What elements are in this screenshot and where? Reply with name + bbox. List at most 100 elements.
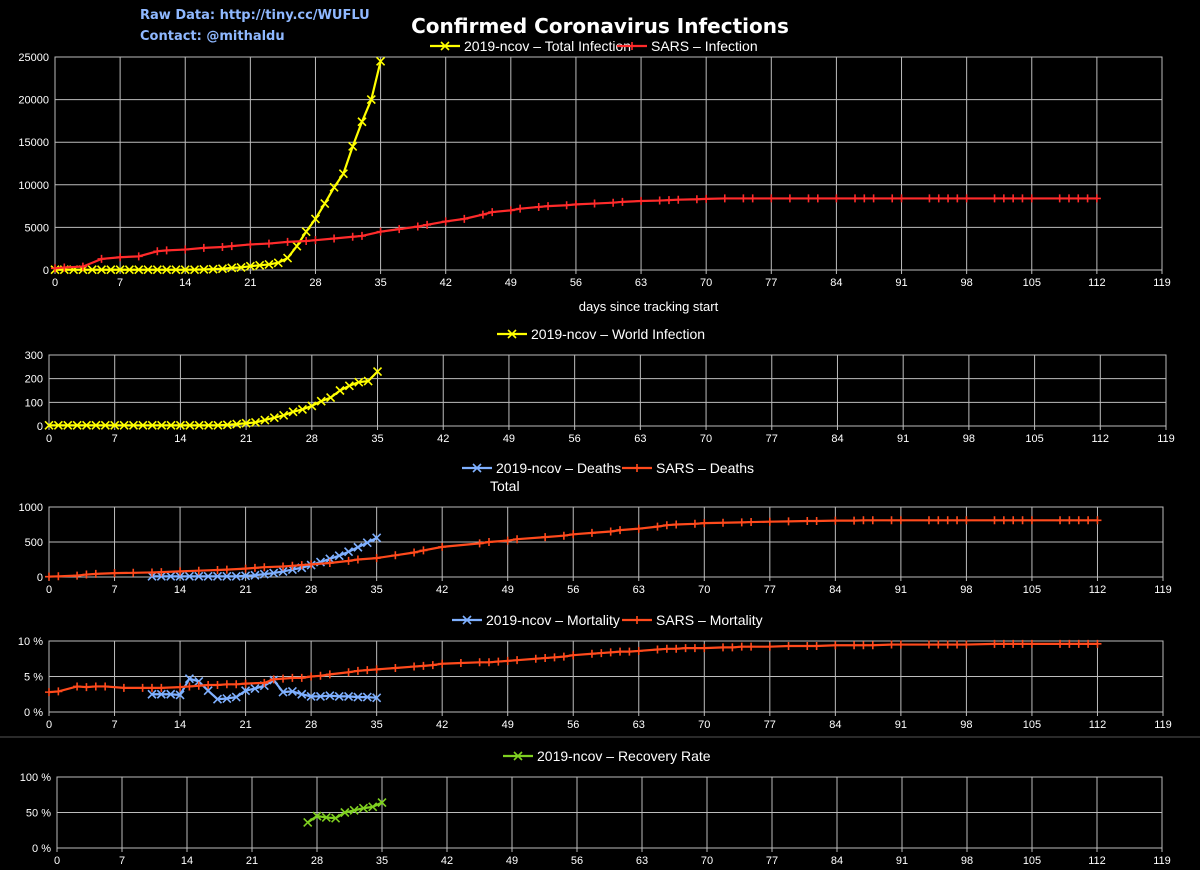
data-point: [410, 548, 419, 557]
data-point: [376, 227, 385, 236]
x-tick-label: 112: [1089, 719, 1107, 731]
data-point: [91, 420, 101, 430]
data-point: [784, 641, 793, 650]
legend-label: 2019-ncov – Deaths Total: [490, 460, 621, 494]
data-point: [859, 516, 868, 525]
data-point: [288, 561, 297, 570]
data-point: [606, 527, 615, 536]
data-point: [157, 683, 166, 692]
data-point: [832, 194, 841, 203]
data-point: [456, 659, 465, 668]
x-tick-label: 84: [829, 584, 841, 596]
data-point: [334, 551, 344, 561]
legend-label: 2019-ncov – Mortality: [486, 612, 620, 628]
data-point: [372, 554, 381, 563]
data-point: [372, 693, 382, 703]
x-tick-label: 98: [960, 584, 972, 596]
data-point: [700, 519, 709, 528]
data-point: [241, 418, 251, 428]
data-point: [326, 393, 336, 403]
data-point: [859, 641, 868, 650]
data-point: [690, 519, 699, 528]
data-point: [51, 264, 59, 273]
x-tick-label: 112: [1088, 855, 1106, 867]
data-point: [484, 538, 493, 546]
page-title: Confirmed Coronavirus Infections: [411, 14, 789, 38]
data-point: [625, 647, 634, 656]
data-point: [60, 263, 69, 272]
legend-swatch-marker: [628, 42, 636, 50]
x-tick-label: 112: [1092, 433, 1110, 445]
data-point: [171, 265, 181, 275]
data-point: [1018, 639, 1027, 648]
data-point: [531, 654, 540, 663]
data-point: [943, 640, 952, 649]
x-tick-label: 119: [1154, 584, 1172, 596]
data-point: [236, 262, 246, 273]
x-tick-label: 105: [1023, 855, 1041, 867]
data-point: [269, 568, 279, 578]
data-point: [222, 571, 232, 581]
legend-label: 2019-ncov – Recovery Rate: [537, 748, 711, 764]
data-point: [785, 194, 794, 203]
data-point: [616, 647, 625, 656]
raw-data-link[interactable]: Raw Data: http://tiny.cc/WUFLU: [140, 8, 370, 23]
data-point: [72, 420, 82, 430]
data-point: [199, 243, 208, 252]
data-point: [506, 206, 515, 215]
data-point: [54, 687, 63, 696]
data-point: [550, 653, 559, 662]
data-point: [241, 686, 251, 696]
data-point: [767, 194, 776, 203]
x-tick-label: 84: [831, 433, 843, 445]
data-point: [562, 201, 571, 210]
data-point: [245, 261, 255, 271]
data-point: [728, 643, 737, 652]
x-tick-label: 14: [181, 855, 193, 867]
y-tick-label: 50 %: [26, 808, 51, 820]
data-point: [297, 561, 306, 570]
data-point: [213, 420, 223, 430]
data-point: [250, 684, 260, 694]
data-point: [288, 673, 297, 682]
data-point: [1056, 516, 1065, 525]
x-tick-label: 21: [239, 584, 251, 596]
x-tick-label: 28: [311, 855, 323, 867]
y-tick-label: 100 %: [20, 772, 51, 784]
data-point: [812, 641, 821, 650]
legend-entry: SARS – Infection: [617, 38, 758, 54]
data-point: [516, 204, 525, 213]
legend-entry: 2019-ncov – Recovery Rate: [503, 748, 711, 764]
data-point: [231, 571, 241, 581]
legend-entry: 2019-ncov – World Infection: [497, 326, 705, 342]
data-point: [690, 644, 699, 653]
data-point: [156, 689, 166, 699]
x-tick-label: 49: [502, 719, 514, 731]
data-point: [297, 404, 308, 414]
x-tick-label: 42: [441, 855, 453, 867]
data-point: [765, 517, 774, 526]
data-point: [222, 420, 232, 430]
y-tick-label: 0 %: [32, 843, 51, 855]
data-point: [934, 516, 943, 525]
x-tick-label: 14: [174, 719, 186, 731]
data-point: [765, 642, 774, 651]
data-point: [232, 419, 242, 429]
data-point: [850, 641, 859, 650]
data-point: [297, 689, 307, 699]
data-point: [260, 415, 270, 425]
data-point: [366, 95, 376, 105]
data-point: [803, 641, 812, 650]
data-point: [63, 420, 73, 430]
data-point: [354, 377, 364, 387]
y-tick-label: 0: [37, 572, 43, 584]
x-axis-label: days since tracking start: [579, 299, 719, 314]
x-tick-label: 49: [506, 855, 518, 867]
x-tick-label: 70: [700, 433, 712, 445]
data-point: [606, 648, 615, 657]
data-point: [719, 518, 728, 527]
data-point: [138, 420, 148, 430]
data-point: [175, 690, 185, 700]
data-point: [279, 674, 288, 683]
x-tick-label: 0: [46, 584, 52, 596]
